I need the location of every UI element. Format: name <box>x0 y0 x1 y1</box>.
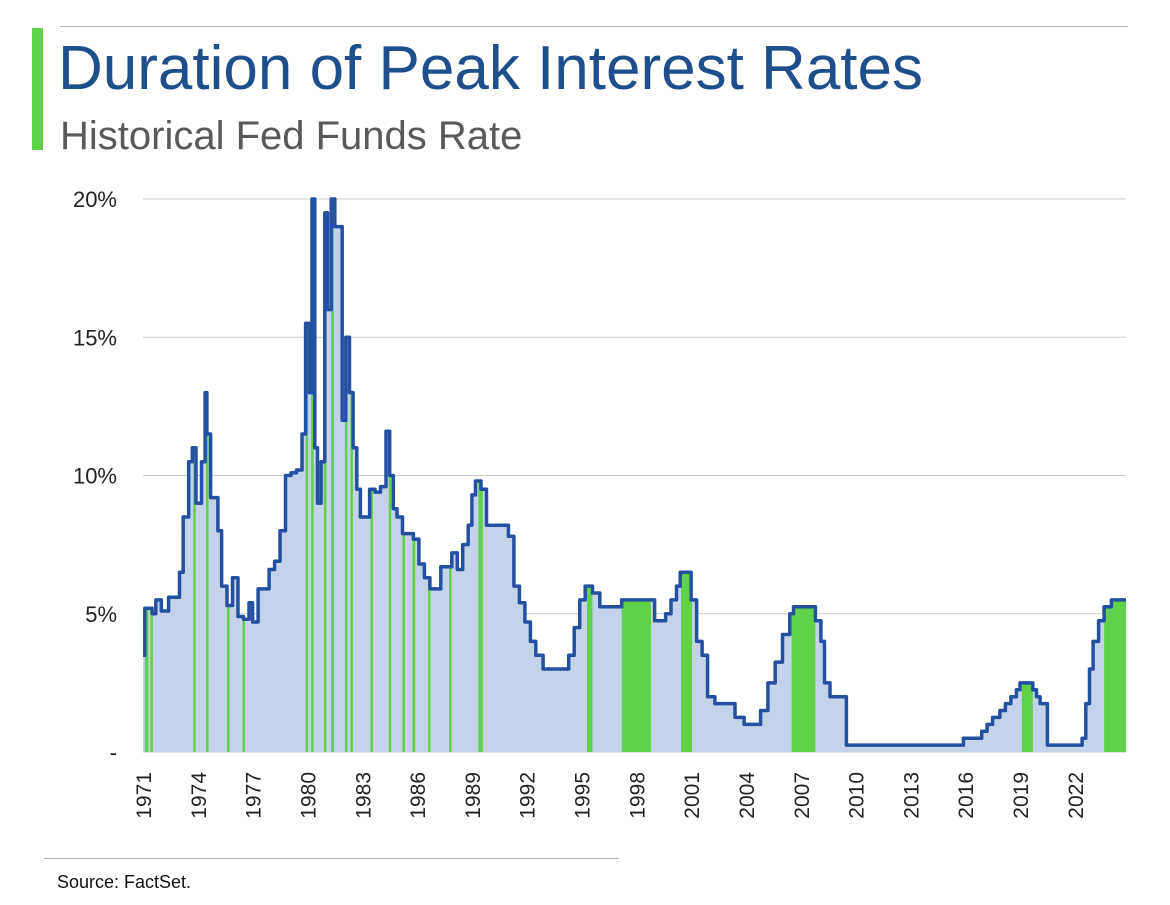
x-tick-label: 2001 <box>681 772 704 819</box>
x-tick-label: 2010 <box>846 772 869 819</box>
x-tick-label: 2004 <box>736 772 759 819</box>
y-tick-label: 20% <box>73 187 117 212</box>
peak-period-10 <box>344 199 348 752</box>
x-tick-label: 1974 <box>188 772 211 819</box>
x-tick-label: 1983 <box>352 772 375 819</box>
x-tick-label: 1989 <box>462 772 485 819</box>
top-divider <box>60 26 1128 27</box>
peak-period-20 <box>621 199 651 752</box>
peak-period-23 <box>1021 199 1033 752</box>
peak-period-1 <box>150 199 153 752</box>
peak-period-6 <box>305 199 309 752</box>
peak-period-17 <box>449 199 452 752</box>
peak-period-11 <box>350 199 353 752</box>
y-tick-label: 15% <box>73 325 117 350</box>
peak-period-7 <box>311 199 314 752</box>
x-tick-label: 1986 <box>407 772 430 819</box>
peak-period-19 <box>586 199 593 752</box>
x-tick-label: 1977 <box>243 772 266 819</box>
rate-line <box>143 197 1126 747</box>
peak-period-22 <box>791 199 816 752</box>
peak-period-5 <box>242 199 246 752</box>
y-axis-ticks: - 5% 10% 15% 20% <box>73 187 117 765</box>
peak-period-14 <box>402 199 405 752</box>
peak-period-3 <box>206 199 209 752</box>
title-accent-bar <box>32 28 43 150</box>
y-tick-label: - <box>110 740 117 765</box>
x-tick-label: 2016 <box>955 772 978 819</box>
x-tick-label: 1971 <box>133 772 156 819</box>
fed-funds-rate-line <box>143 197 1126 747</box>
x-tick-label: 1998 <box>626 772 649 819</box>
peak-period-15 <box>412 199 416 752</box>
peak-period-9 <box>331 199 334 752</box>
peak-period-12 <box>370 199 373 752</box>
peak-period-16 <box>428 199 431 752</box>
y-tick-label: 5% <box>85 602 117 627</box>
chart-subtitle: Historical Fed Funds Rate <box>60 114 523 158</box>
peak-period-0 <box>144 199 149 752</box>
source-divider <box>44 858 619 859</box>
peak-period-8 <box>323 199 327 752</box>
x-tick-label: 2019 <box>1010 772 1033 819</box>
peak-period-18 <box>478 199 483 752</box>
peak-period-21 <box>681 199 693 752</box>
y-tick-label: 10% <box>73 464 117 489</box>
x-tick-label: 1992 <box>517 772 540 819</box>
x-tick-label: 2013 <box>900 772 923 819</box>
x-axis-ticks: 1971 1974 1977 1980 1983 1986 1989 1992 1995 1998… <box>133 772 1088 819</box>
peak-period-4 <box>227 199 230 752</box>
x-tick-label: 1980 <box>297 772 320 819</box>
chart-title: Duration of Peak Interest Rates <box>58 34 924 103</box>
x-tick-label: 1995 <box>572 772 595 819</box>
x-tick-label: 2007 <box>791 772 814 819</box>
fed-funds-chart: - 5% 10% 15% 20% 1971 1974 1977 1980 1983 1986 198… <box>73 187 1126 819</box>
peak-period-24 <box>1104 199 1126 752</box>
source-note: Source: FactSet. <box>57 872 192 892</box>
x-tick-label: 2022 <box>1065 772 1088 819</box>
